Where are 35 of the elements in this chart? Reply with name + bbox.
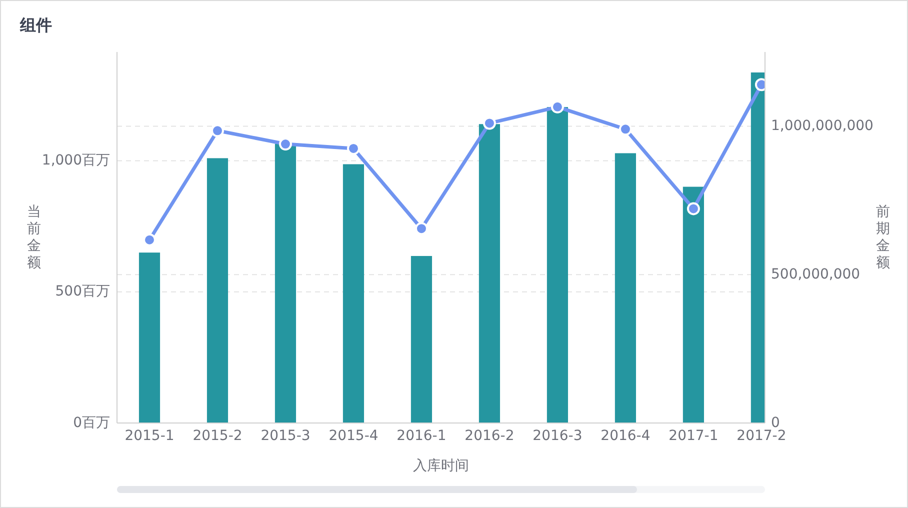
bar [410,256,432,423]
x-tick-label: 2015-4 [328,428,378,444]
y-tick-label: 1,000百万 [42,152,110,169]
x-tick-label: 2016-3 [532,428,582,444]
chart-title: 组件 [19,15,52,34]
bar [206,158,228,423]
point [482,116,496,130]
point [414,222,428,236]
y-tick-label: 0百万 [73,414,110,431]
bar [274,144,296,423]
point [618,122,632,136]
x-tick-label: 2015-3 [260,428,310,444]
y2-tick-label: 1,000,000,000 [771,118,874,134]
point [210,124,224,138]
point [686,202,700,216]
bar [546,107,568,423]
bar [138,252,160,423]
x-axis-title: 入库时间 [413,458,469,474]
x-tick-label: 2015-2 [192,428,242,444]
y2-axis-title: 前期金额 [876,204,890,271]
y2-tick-label: 500,000,000 [771,266,860,282]
point [550,100,564,114]
x-tick-label: 2016-4 [600,428,650,444]
x-tick-label: 2015-1 [124,428,174,444]
x-tick-label: 2016-1 [396,428,446,444]
x-tick-label: 2016-2 [464,428,514,444]
bar [478,124,500,423]
y-axis-title: 当前金额 [27,204,41,271]
point [278,138,292,151]
point [143,233,156,246]
y-tick-label: 500百万 [55,284,110,300]
x-tick-label: 2017-1 [668,428,718,444]
bar [614,153,636,423]
bar [342,164,364,423]
bar [682,186,704,423]
